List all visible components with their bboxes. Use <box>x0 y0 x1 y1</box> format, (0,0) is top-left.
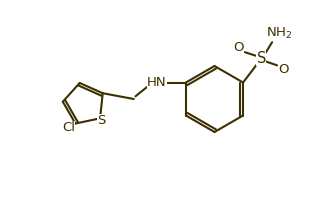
Text: O: O <box>278 63 288 76</box>
Text: S: S <box>98 114 106 128</box>
Text: NH$_2$: NH$_2$ <box>266 26 292 41</box>
Text: O: O <box>234 41 244 54</box>
Text: HN: HN <box>147 76 167 89</box>
Text: S: S <box>256 51 266 66</box>
Text: Cl: Cl <box>62 121 75 134</box>
